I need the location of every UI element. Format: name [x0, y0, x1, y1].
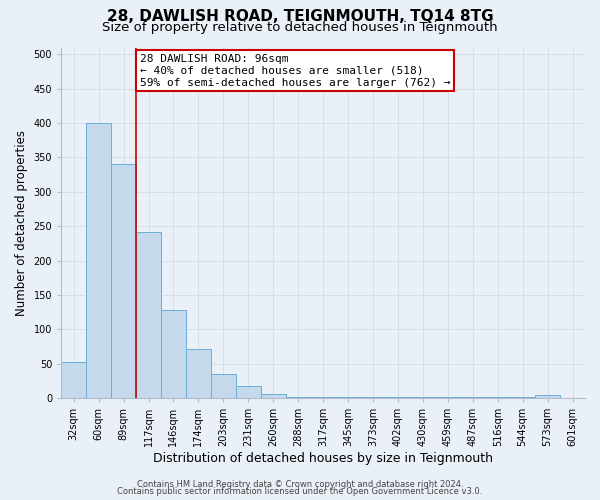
Text: Size of property relative to detached houses in Teignmouth: Size of property relative to detached ho…: [102, 21, 498, 34]
Bar: [535, 396, 560, 398]
Bar: [136, 232, 161, 398]
Bar: [161, 310, 186, 398]
X-axis label: Distribution of detached houses by size in Teignmouth: Distribution of detached houses by size …: [153, 452, 493, 465]
Bar: [61, 362, 86, 398]
Text: Contains HM Land Registry data © Crown copyright and database right 2024.: Contains HM Land Registry data © Crown c…: [137, 480, 463, 489]
Bar: [236, 386, 261, 398]
Y-axis label: Number of detached properties: Number of detached properties: [15, 130, 28, 316]
Text: 28 DAWLISH ROAD: 96sqm
← 40% of detached houses are smaller (518)
59% of semi-de: 28 DAWLISH ROAD: 96sqm ← 40% of detached…: [140, 54, 450, 88]
Bar: [286, 396, 311, 398]
Text: 28, DAWLISH ROAD, TEIGNMOUTH, TQ14 8TG: 28, DAWLISH ROAD, TEIGNMOUTH, TQ14 8TG: [107, 9, 493, 24]
Bar: [186, 348, 211, 398]
Bar: [261, 394, 286, 398]
Bar: [111, 164, 136, 398]
Text: Contains public sector information licensed under the Open Government Licence v3: Contains public sector information licen…: [118, 487, 482, 496]
Bar: [86, 123, 111, 398]
Bar: [211, 374, 236, 398]
